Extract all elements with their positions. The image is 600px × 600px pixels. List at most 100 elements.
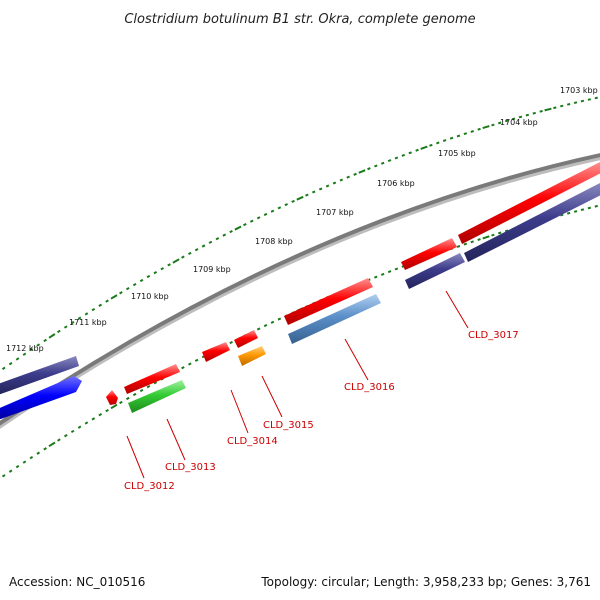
minor-tick [594, 96, 598, 100]
minor-tick [229, 340, 233, 345]
gene-label-CLD_3017: CLD_3017 [468, 330, 519, 341]
minor-tick [491, 123, 495, 127]
minor-tick [401, 153, 406, 157]
minor-tick [566, 211, 571, 215]
gene-CLD_3015[interactable] [238, 346, 266, 366]
minor-tick [263, 212, 268, 217]
minor-tick [339, 178, 344, 182]
gene-navy-left[interactable] [0, 356, 79, 395]
gene-red-3015[interactable] [234, 330, 258, 348]
kbp-label: 1709 kbp [193, 265, 231, 274]
gene-CLD_3014[interactable] [202, 342, 230, 362]
minor-tick [22, 460, 27, 464]
gene-CLD_3012[interactable] [106, 390, 118, 405]
minor-tick [518, 115, 523, 119]
minor-tick [98, 303, 103, 307]
gene-blue-left[interactable] [0, 376, 82, 420]
minor-tick [181, 255, 185, 259]
gene-label-CLD_3015: CLD_3015 [263, 420, 314, 431]
minor-tick [91, 417, 96, 421]
minor-tick [188, 251, 192, 255]
minor-tick [566, 103, 571, 106]
minor-tick [139, 278, 144, 283]
major-tick [48, 333, 56, 339]
minor-tick [277, 206, 282, 210]
minor-tick [215, 237, 220, 241]
kbp-label-group: 1703 kbp 1704 kbp 1705 kbp 1706 kbp 1707 kbp… [6, 86, 598, 353]
minor-tick [408, 151, 412, 155]
minor-tick [256, 216, 261, 220]
kbp-label: 1704 kbp [500, 118, 538, 127]
map-title: Clostridium botulinum B1 str. Okra, comp… [124, 12, 475, 27]
kbp-label: 1705 kbp [438, 149, 476, 158]
minor-tick [332, 181, 337, 185]
minor-tick [380, 272, 385, 276]
minor-tick [160, 267, 164, 271]
minor-tick [249, 219, 254, 223]
minor-tick [511, 117, 516, 121]
minor-tick [387, 270, 392, 274]
minor-tick [380, 161, 385, 165]
minor-tick [394, 267, 399, 271]
minor-tick [387, 159, 392, 163]
minor-tick [70, 320, 75, 325]
gene-CLD_3017[interactable] [405, 253, 465, 289]
minor-tick [201, 244, 206, 248]
minor-tick [429, 143, 433, 147]
minor-tick [132, 282, 137, 287]
minor-tick [374, 275, 378, 279]
minor-tick [394, 156, 399, 160]
minor-tick [491, 233, 495, 237]
minor-tick [77, 316, 82, 320]
kbp-label: 1710 kbp [131, 292, 169, 301]
minor-tick [57, 438, 61, 442]
gene-track [0, 162, 600, 420]
minor-tick [325, 184, 330, 188]
minor-tick [119, 400, 123, 405]
minor-tick [560, 104, 564, 108]
minor-tick [367, 167, 371, 171]
genome-backbone-shadow [0, 154, 600, 429]
minor-tick [229, 230, 233, 234]
major-tick [234, 225, 242, 231]
minor-tick [181, 366, 185, 370]
kbp-label: 1712 kbp [6, 344, 44, 353]
gene-CLD_3016[interactable] [288, 294, 381, 344]
kbp-label: 1706 kbp [377, 179, 415, 188]
kbp-label: 1707 kbp [316, 208, 354, 217]
gene-red-3017a[interactable] [401, 238, 457, 270]
minor-tick [456, 245, 461, 248]
minor-tick [532, 111, 536, 115]
major-tick [110, 294, 118, 300]
minor-tick [553, 106, 557, 110]
minor-tick [270, 209, 275, 213]
minor-tick [8, 469, 13, 473]
minor-tick [91, 307, 96, 312]
gene-CLD_3013[interactable] [128, 380, 186, 413]
minor-tick [167, 263, 171, 267]
minor-tick [126, 396, 130, 401]
gene-navy-right[interactable] [464, 182, 600, 262]
minor-tick [318, 187, 323, 191]
gene-red-3013[interactable] [124, 364, 180, 394]
genome-backbone [0, 153, 600, 426]
gene-red-3016[interactable] [284, 278, 373, 325]
minor-tick [525, 113, 530, 117]
minor-tick [36, 451, 41, 455]
minor-tick [374, 164, 378, 168]
gene-label-CLD_3013: CLD_3013 [165, 462, 216, 473]
major-tick [296, 195, 304, 201]
accession-text: Accession: NC_010516 [9, 575, 145, 589]
minor-tick [119, 291, 123, 295]
minor-tick [153, 271, 158, 275]
genome-summary-text: Topology: circular; Length: 3,958,233 bp… [260, 575, 591, 589]
gene-red-right[interactable] [458, 162, 600, 244]
minor-tick [63, 325, 68, 329]
minor-tick [1, 366, 6, 371]
minor-tick [188, 362, 192, 366]
minor-tick [43, 338, 47, 343]
minor-tick [456, 134, 461, 138]
minor-tick [498, 231, 502, 235]
minor-tick [243, 223, 247, 227]
